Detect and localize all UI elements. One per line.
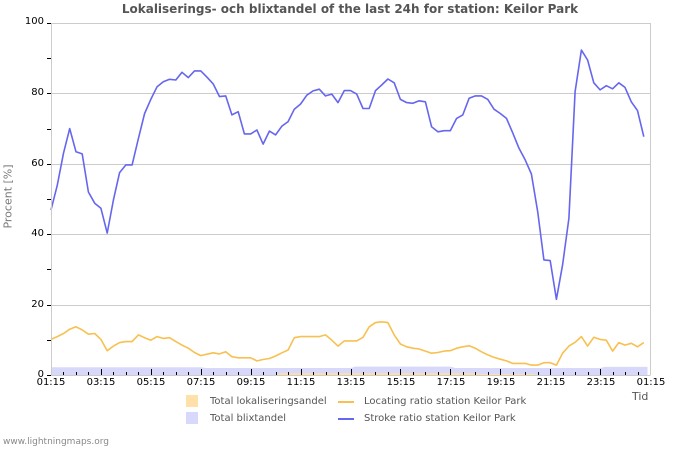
legend-line-locating-station	[338, 401, 354, 403]
x-tick-label: 13:15	[336, 377, 366, 388]
x-tick-label: 15:15	[386, 377, 416, 388]
gridlines	[51, 93, 650, 306]
legend-label-total-stroke: Total blixtandel	[210, 413, 287, 424]
x-tick-label: 11:15	[286, 377, 316, 388]
y-tick-label: 60	[31, 158, 44, 169]
legend-label-locating-station: Locating ratio station Keilor Park	[364, 396, 527, 407]
x-tick-label: 17:15	[436, 377, 466, 388]
x-tick-label: 05:15	[136, 377, 166, 388]
x-tick-label: 01:15	[636, 377, 666, 388]
y-tick-label: 100	[24, 16, 44, 27]
footer-attribution: www.lightningmaps.org	[3, 437, 109, 447]
line-series	[50, 49, 645, 366]
x-tick-label: 01:15	[36, 377, 66, 388]
y-tick-label: 40	[31, 228, 44, 239]
y-tick-label: 0	[37, 369, 44, 380]
x-tick-label: 07:15	[186, 377, 216, 388]
legend-line-stroke-station	[338, 418, 354, 420]
x-tick-label: 19:15	[486, 377, 516, 388]
legend-swatch-total-stroke	[186, 412, 198, 424]
x-tick-label: 09:15	[236, 377, 266, 388]
x-tick-label: 03:15	[86, 377, 116, 388]
area-series	[51, 366, 648, 375]
legend-swatch-total-locating	[186, 395, 198, 407]
y-tick-label: 20	[31, 299, 44, 310]
x-axis-label: Tid	[632, 390, 649, 403]
legend-label-total-locating: Total lokaliseringsandel	[210, 396, 327, 407]
legend-label-stroke-station: Stroke ratio station Keilor Park	[364, 413, 516, 424]
y-tick-label: 80	[31, 87, 44, 98]
x-tick-label: 21:15	[536, 377, 566, 388]
axis-ticks	[47, 23, 651, 376]
x-tick-label: 23:15	[586, 377, 616, 388]
chart-title: Lokaliserings- och blixtandel of the las…	[121, 2, 579, 16]
plot-frame	[51, 23, 651, 376]
